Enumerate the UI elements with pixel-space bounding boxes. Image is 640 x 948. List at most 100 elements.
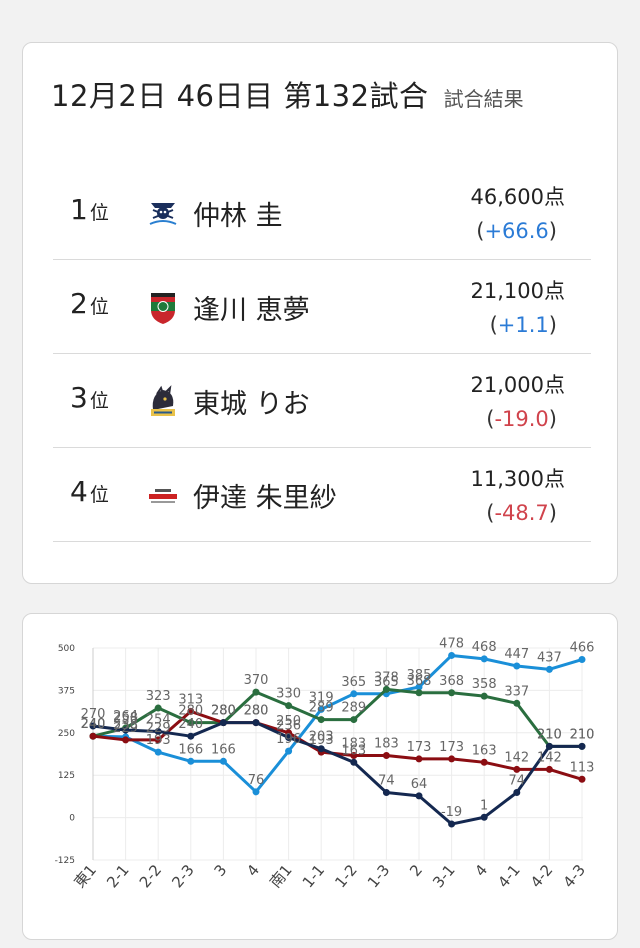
data-label: 113 [570, 760, 595, 775]
rank-suffix: 位 [89, 484, 109, 506]
data-label: 166 [211, 742, 236, 757]
data-label: 289 [309, 701, 334, 716]
match-title-sub: 試合結果 [443, 87, 524, 111]
data-point [415, 683, 423, 691]
data-label: 270 [81, 707, 106, 722]
rank-suffix: 位 [89, 202, 109, 224]
data-label: 240 [81, 717, 106, 732]
data-label: 1 [480, 798, 488, 813]
x-tick-label: 4 [471, 861, 491, 880]
data-label: 183 [374, 737, 399, 752]
data-label: 313 [178, 692, 203, 707]
data-label: 196 [276, 732, 301, 747]
data-label: 183 [341, 737, 366, 752]
data-label: 193 [146, 733, 171, 748]
data-label: 280 [244, 704, 269, 719]
match-title-main: 12月2日 46日目 第132試合 [51, 79, 429, 113]
data-label: 365 [374, 675, 399, 690]
data-point [382, 685, 390, 693]
y-tick-label: 375 [58, 686, 75, 696]
data-label: 236 [276, 719, 301, 734]
x-tick-label: 4-1 [494, 861, 524, 891]
data-label: 264 [113, 709, 138, 724]
data-label: 258 [113, 711, 138, 726]
series-line [92, 709, 583, 781]
data-label: 365 [341, 675, 366, 690]
data-label: 447 [504, 647, 529, 662]
data-label: 238 [113, 718, 138, 733]
data-point [219, 757, 227, 765]
data-label: 280 [211, 704, 236, 719]
data-label: 378 [374, 670, 399, 685]
data-label: 323 [146, 689, 171, 704]
data-label: 240 [81, 717, 106, 732]
series-line [92, 653, 583, 794]
data-point [285, 747, 293, 755]
data-point [187, 757, 195, 765]
data-point [252, 719, 260, 727]
data-label: 166 [178, 742, 203, 757]
data-point [187, 707, 195, 715]
score-delta-value: -48.7 [494, 501, 549, 525]
x-tick-label: 3 [211, 861, 231, 880]
data-label: 240 [81, 717, 106, 732]
data-label: 74 [378, 773, 395, 788]
score-chart-card: 500 375 250 125 0 -125 東1 2-1 2-2 2-3 3 4 南1 1-1 1-2 1-… [22, 613, 618, 940]
data-label: 466 [570, 641, 595, 656]
data-label: 193 [309, 733, 334, 748]
data-point [350, 758, 358, 766]
data-point [252, 688, 260, 696]
data-label: 330 [276, 687, 301, 702]
data-point [578, 656, 586, 664]
score-delta: (+66.6) [476, 219, 557, 243]
series-line [92, 721, 582, 826]
data-label: 76 [248, 773, 265, 788]
data-label: 229 [113, 721, 138, 736]
data-point [480, 758, 488, 766]
data-point [219, 719, 227, 727]
data-point [154, 704, 162, 712]
score-delta: (-48.7) [486, 501, 557, 525]
data-point [448, 820, 456, 828]
data-point [545, 665, 553, 673]
data-label: 254 [146, 712, 171, 727]
player-name: 仲林 圭 [193, 201, 283, 232]
data-label: 203 [309, 730, 334, 745]
x-tick-label: 4-2 [527, 861, 557, 891]
data-label: 280 [178, 704, 203, 719]
player-points: 11,300点 [470, 467, 565, 491]
x-tick-label: 2 [406, 861, 426, 880]
data-point [480, 692, 488, 700]
data-point [513, 788, 521, 796]
x-tick-label: 4 [243, 861, 263, 880]
data-label: 319 [309, 690, 334, 705]
data-point [317, 716, 325, 724]
data-point [513, 699, 521, 707]
score-delta: (+1.1) [489, 313, 557, 337]
data-point [448, 651, 456, 659]
data-label: 64 [411, 777, 428, 792]
x-tick-label: 2-3 [168, 861, 198, 891]
data-label: 142 [504, 750, 529, 765]
y-tick-label: 125 [58, 771, 75, 781]
data-point [122, 726, 130, 734]
y-tick-label: 250 [58, 729, 75, 739]
x-tick-label: 2-1 [103, 861, 133, 891]
data-point [578, 775, 586, 783]
beast-team-logo [151, 385, 175, 416]
score-delta-value: -19.0 [494, 407, 549, 431]
data-point [154, 736, 162, 744]
data-label: 142 [537, 750, 562, 765]
data-point [415, 755, 423, 763]
data-label: 280 [211, 704, 236, 719]
x-tick-label: 3-1 [429, 861, 459, 891]
data-point [415, 792, 423, 800]
